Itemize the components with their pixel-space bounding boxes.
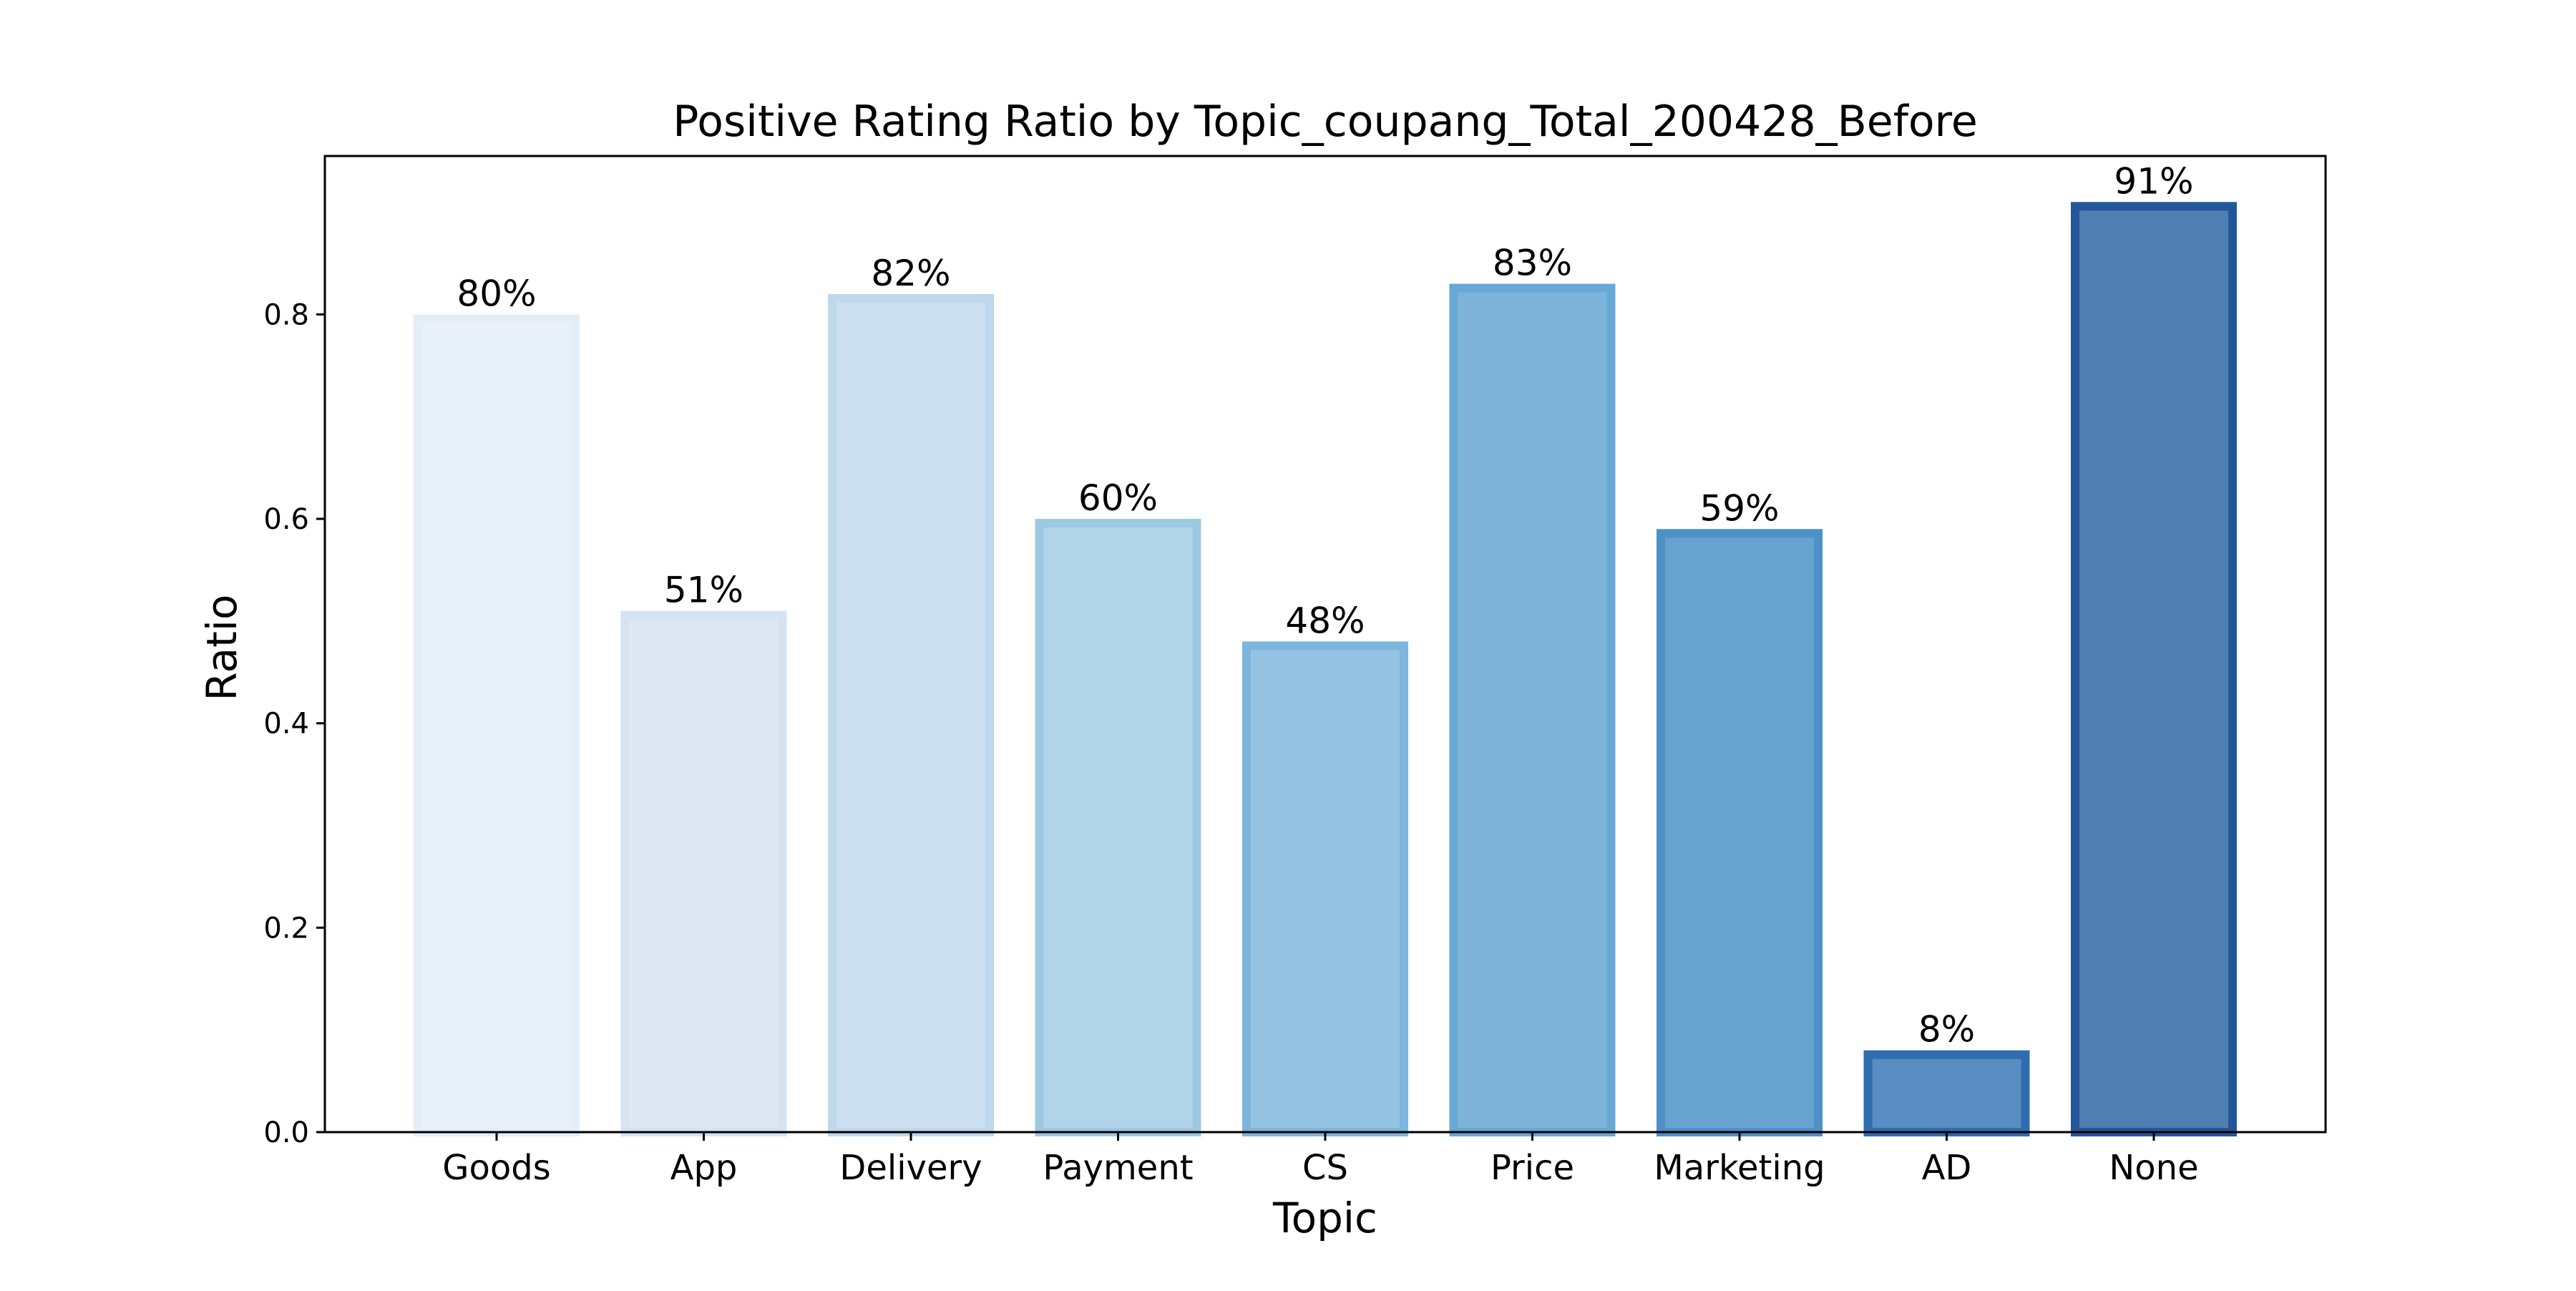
x-tick-label-marketing: Marketing bbox=[1654, 1148, 1825, 1188]
data-label-goods: 80% bbox=[457, 273, 536, 314]
x-tick-label-cs: CS bbox=[1302, 1148, 1348, 1188]
bar-ad bbox=[1863, 1050, 2030, 1136]
x-tick-label-app: App bbox=[670, 1148, 738, 1188]
data-label-price: 83% bbox=[1493, 243, 1572, 284]
data-labels-layer: 80% 51% 82% 60% 48% 83% 59% 8% 91% bbox=[457, 160, 2193, 1050]
data-label-marketing: 59% bbox=[1699, 487, 1779, 529]
y-axis-label: Ratio bbox=[197, 595, 246, 701]
bars-layer bbox=[414, 202, 2237, 1137]
chart-title: Positive Rating Ratio by Topic_coupang_T… bbox=[673, 97, 1978, 147]
plot-area-frame bbox=[323, 155, 2327, 1134]
data-label-none: 91% bbox=[2114, 160, 2193, 202]
data-label-payment: 60% bbox=[1078, 477, 1158, 519]
y-tick-label: 0.8 bbox=[263, 298, 309, 331]
x-tick-label-delivery: Delivery bbox=[839, 1148, 982, 1188]
x-tick-label-goods: Goods bbox=[442, 1148, 550, 1188]
bar-marketing bbox=[1657, 529, 1823, 1136]
x-ticks-layer: Goods App Delivery Payment CS Price Marketing A… bbox=[442, 1132, 2199, 1188]
y-ticks-layer: 0.0 0.2 0.4 0.6 0.8 bbox=[263, 298, 325, 1149]
bar-cs bbox=[1242, 641, 1408, 1136]
x-tick-label-none: None bbox=[2109, 1148, 2198, 1188]
x-axis-label: Topic bbox=[1272, 1194, 1377, 1242]
data-label-ad: 8% bbox=[1918, 1009, 1975, 1051]
bar-goods bbox=[414, 314, 580, 1136]
x-tick-label-payment: Payment bbox=[1043, 1148, 1193, 1188]
y-tick-label: 0.6 bbox=[263, 503, 309, 536]
y-tick-label: 0.4 bbox=[263, 708, 309, 741]
bar-app bbox=[620, 610, 787, 1136]
y-tick-label: 0.2 bbox=[263, 912, 309, 945]
y-tick-label: 0.0 bbox=[263, 1116, 309, 1149]
x-tick-label-ad: AD bbox=[1922, 1148, 1972, 1188]
bar-none bbox=[2071, 202, 2237, 1137]
x-tick-label-price: Price bbox=[1491, 1148, 1574, 1188]
bar-price bbox=[1449, 283, 1616, 1136]
data-label-cs: 48% bbox=[1285, 600, 1365, 641]
data-label-delivery: 82% bbox=[871, 253, 950, 294]
data-label-app: 51% bbox=[664, 570, 743, 611]
bar-delivery bbox=[828, 293, 994, 1136]
bar-payment bbox=[1035, 519, 1201, 1136]
